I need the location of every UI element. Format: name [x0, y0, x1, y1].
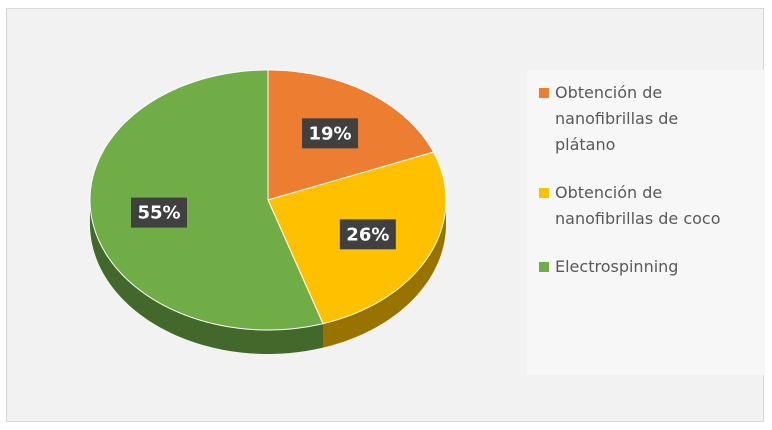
legend-entry: Obtención de nanofibrillas de plátano: [539, 80, 759, 158]
legend-label: Obtención de nanofibrillas de plátano: [555, 83, 679, 154]
legend-label: Electrospinning: [555, 257, 679, 276]
slice: [89, 69, 324, 331]
legend-entry: Electrospinning: [539, 254, 759, 280]
legend-swatch: [539, 88, 549, 98]
data-label-box: [302, 118, 359, 149]
data-label: 55%: [137, 203, 180, 224]
data-label-box: [130, 197, 187, 228]
legend-label: Obtención de nanofibrillas de coco: [555, 183, 721, 228]
slice-side: [90, 200, 324, 354]
slice-side: [323, 200, 446, 348]
data-label: 19%: [308, 123, 351, 144]
data-label-box: [339, 219, 396, 250]
legend-swatch: [539, 188, 549, 198]
data-label: 26%: [346, 224, 389, 245]
legend: Obtención de nanofibrillas de plátano Obt…: [527, 70, 765, 375]
legend-swatch: [539, 262, 549, 272]
legend-entry: Obtención de nanofibrillas de coco: [539, 180, 759, 232]
